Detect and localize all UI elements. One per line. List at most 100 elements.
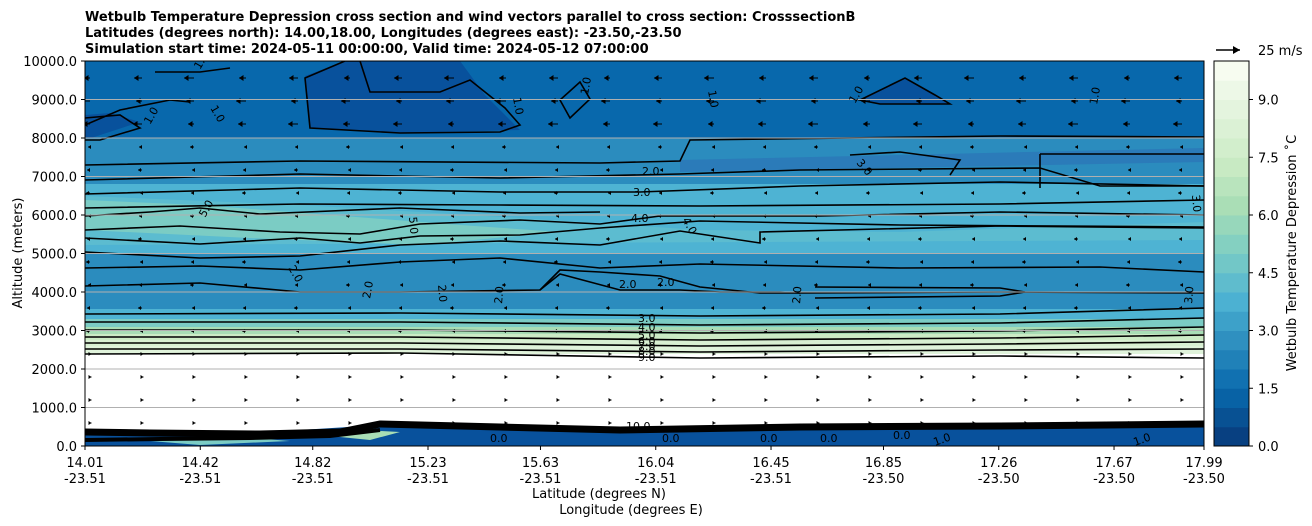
wind-vector-head: [762, 168, 765, 172]
wind-vector-head: [920, 398, 924, 402]
wind-vector-head: [448, 121, 453, 127]
y-tick-label: 8000.0: [32, 132, 78, 147]
contour-label: 3.0: [638, 312, 656, 325]
wind-vector-head: [1128, 375, 1132, 379]
wind-vector-head: [608, 398, 612, 402]
contour-4-middle-b: [85, 220, 1204, 245]
wind-vector-head: [450, 237, 453, 241]
wind-vector-head: [712, 421, 716, 425]
wind-vector-head: [400, 398, 404, 402]
wind-vector-head: [968, 121, 973, 127]
wind-vector-head: [814, 145, 817, 149]
wind-vector-head: [708, 121, 713, 127]
wind-vector-head: [1127, 260, 1130, 264]
colorbar-segment: [1214, 330, 1249, 351]
contour-3-upper: [85, 181, 1204, 195]
contour-label: 0.0: [893, 429, 911, 442]
wind-vector-head: [1074, 168, 1077, 172]
x-tick-label-lat: 15.23: [409, 456, 446, 471]
band-7: [85, 340, 1204, 346]
wind-vector-head: [503, 191, 506, 195]
colorbar-segment: [1214, 215, 1249, 235]
wind-vector-head: [920, 421, 924, 425]
x-tick-label-lon: -23.51: [407, 472, 449, 487]
wind-vector-head: [606, 306, 609, 310]
colorbar-tick-label: 0.0: [1258, 440, 1279, 455]
wind-vector-head: [556, 283, 559, 287]
wind-vector-head: [87, 168, 90, 172]
contour-label: 5.0: [406, 216, 420, 235]
band-3: [85, 309, 1204, 319]
wind-vector-head: [764, 260, 767, 264]
contour-label: 4.0: [631, 212, 649, 225]
wind-vector-head: [88, 283, 91, 287]
wind-vector-head: [294, 237, 297, 241]
wind-vector-head: [1076, 260, 1079, 264]
colorbar-segment: [1214, 292, 1249, 312]
wind-vector-head: [711, 168, 714, 172]
wind-vector-head: [1180, 352, 1184, 356]
wind-vector-head: [868, 398, 872, 402]
wind-vector-head: [816, 352, 820, 356]
wind-vector-head: [1024, 352, 1028, 356]
wind-vector-head: [394, 75, 399, 81]
wind-vector-head: [814, 283, 817, 287]
wind-vector-head: [192, 168, 195, 172]
wind-vector-head: [711, 306, 714, 310]
colorbar-segment: [1214, 253, 1249, 274]
contour-label: 2.0: [360, 280, 376, 299]
wind-vector-head: [294, 306, 297, 310]
wind-vector-head: [191, 191, 194, 195]
wind-vector-head: [1023, 237, 1026, 241]
wind-vector-head: [296, 375, 300, 379]
wind-vector-head: [867, 306, 870, 310]
wind-vector-head: [1074, 306, 1077, 310]
contour-label: 6.0: [638, 335, 656, 348]
y-tick-label: 1000.0: [32, 402, 78, 417]
wind-vector-head: [138, 237, 141, 241]
contour-label: 9.0: [638, 351, 656, 364]
wind-vector-head: [452, 260, 455, 264]
y-tick-label: 2000.0: [32, 363, 78, 378]
wind-vector-head: [399, 237, 402, 241]
wind-vector-head: [913, 121, 918, 127]
contour-1-left: [85, 99, 191, 126]
wind-vector-head: [1024, 375, 1028, 379]
wind-vector-head: [556, 352, 560, 356]
x-axis-label-lat: Latitude (degrees N): [532, 487, 666, 502]
wind-vector-head: [607, 283, 610, 287]
wind-vector-head: [816, 306, 819, 310]
contour-label: 7.0: [638, 340, 656, 353]
wind-vector-head: [1126, 145, 1129, 149]
wind-vector-head: [606, 168, 609, 172]
wind-vector-head: [1128, 421, 1132, 425]
band-8: [85, 346, 1204, 354]
colorbar-tick-label: 1.5: [1258, 382, 1279, 397]
wind-vector-head: [140, 260, 143, 264]
wind-vector-head: [1018, 121, 1023, 127]
contour-label: 10.0: [626, 420, 651, 433]
layer-lower-mid: [85, 254, 1204, 309]
wind-vector-head: [660, 352, 664, 356]
band-above-9: [85, 354, 1204, 368]
wind-vector-head: [400, 352, 404, 356]
colorbar-segment: [1214, 388, 1249, 408]
wind-vector-head: [1076, 191, 1079, 195]
contour-label: 2.0: [492, 286, 506, 305]
wind-vector-head: [192, 398, 196, 402]
wind-vector-head: [1180, 283, 1183, 287]
contour-2-loop: [539, 269, 800, 294]
wind-vector-head: [502, 283, 505, 287]
wind-vector-head: [866, 191, 869, 195]
colorbar-frame: [1213, 60, 1250, 447]
y-tick-label: 0.0: [56, 440, 77, 455]
wind-vector-head: [660, 168, 663, 172]
wind-vector-head: [138, 306, 141, 310]
wind-vector-head: [867, 237, 870, 241]
wind-vector-head: [868, 375, 872, 379]
colorbar-segment: [1214, 426, 1249, 447]
contour-label: 3.0: [1182, 286, 1196, 305]
wind-vector-head: [660, 306, 663, 310]
wind-vector-head: [288, 121, 293, 127]
wind-vector-head: [244, 421, 248, 425]
